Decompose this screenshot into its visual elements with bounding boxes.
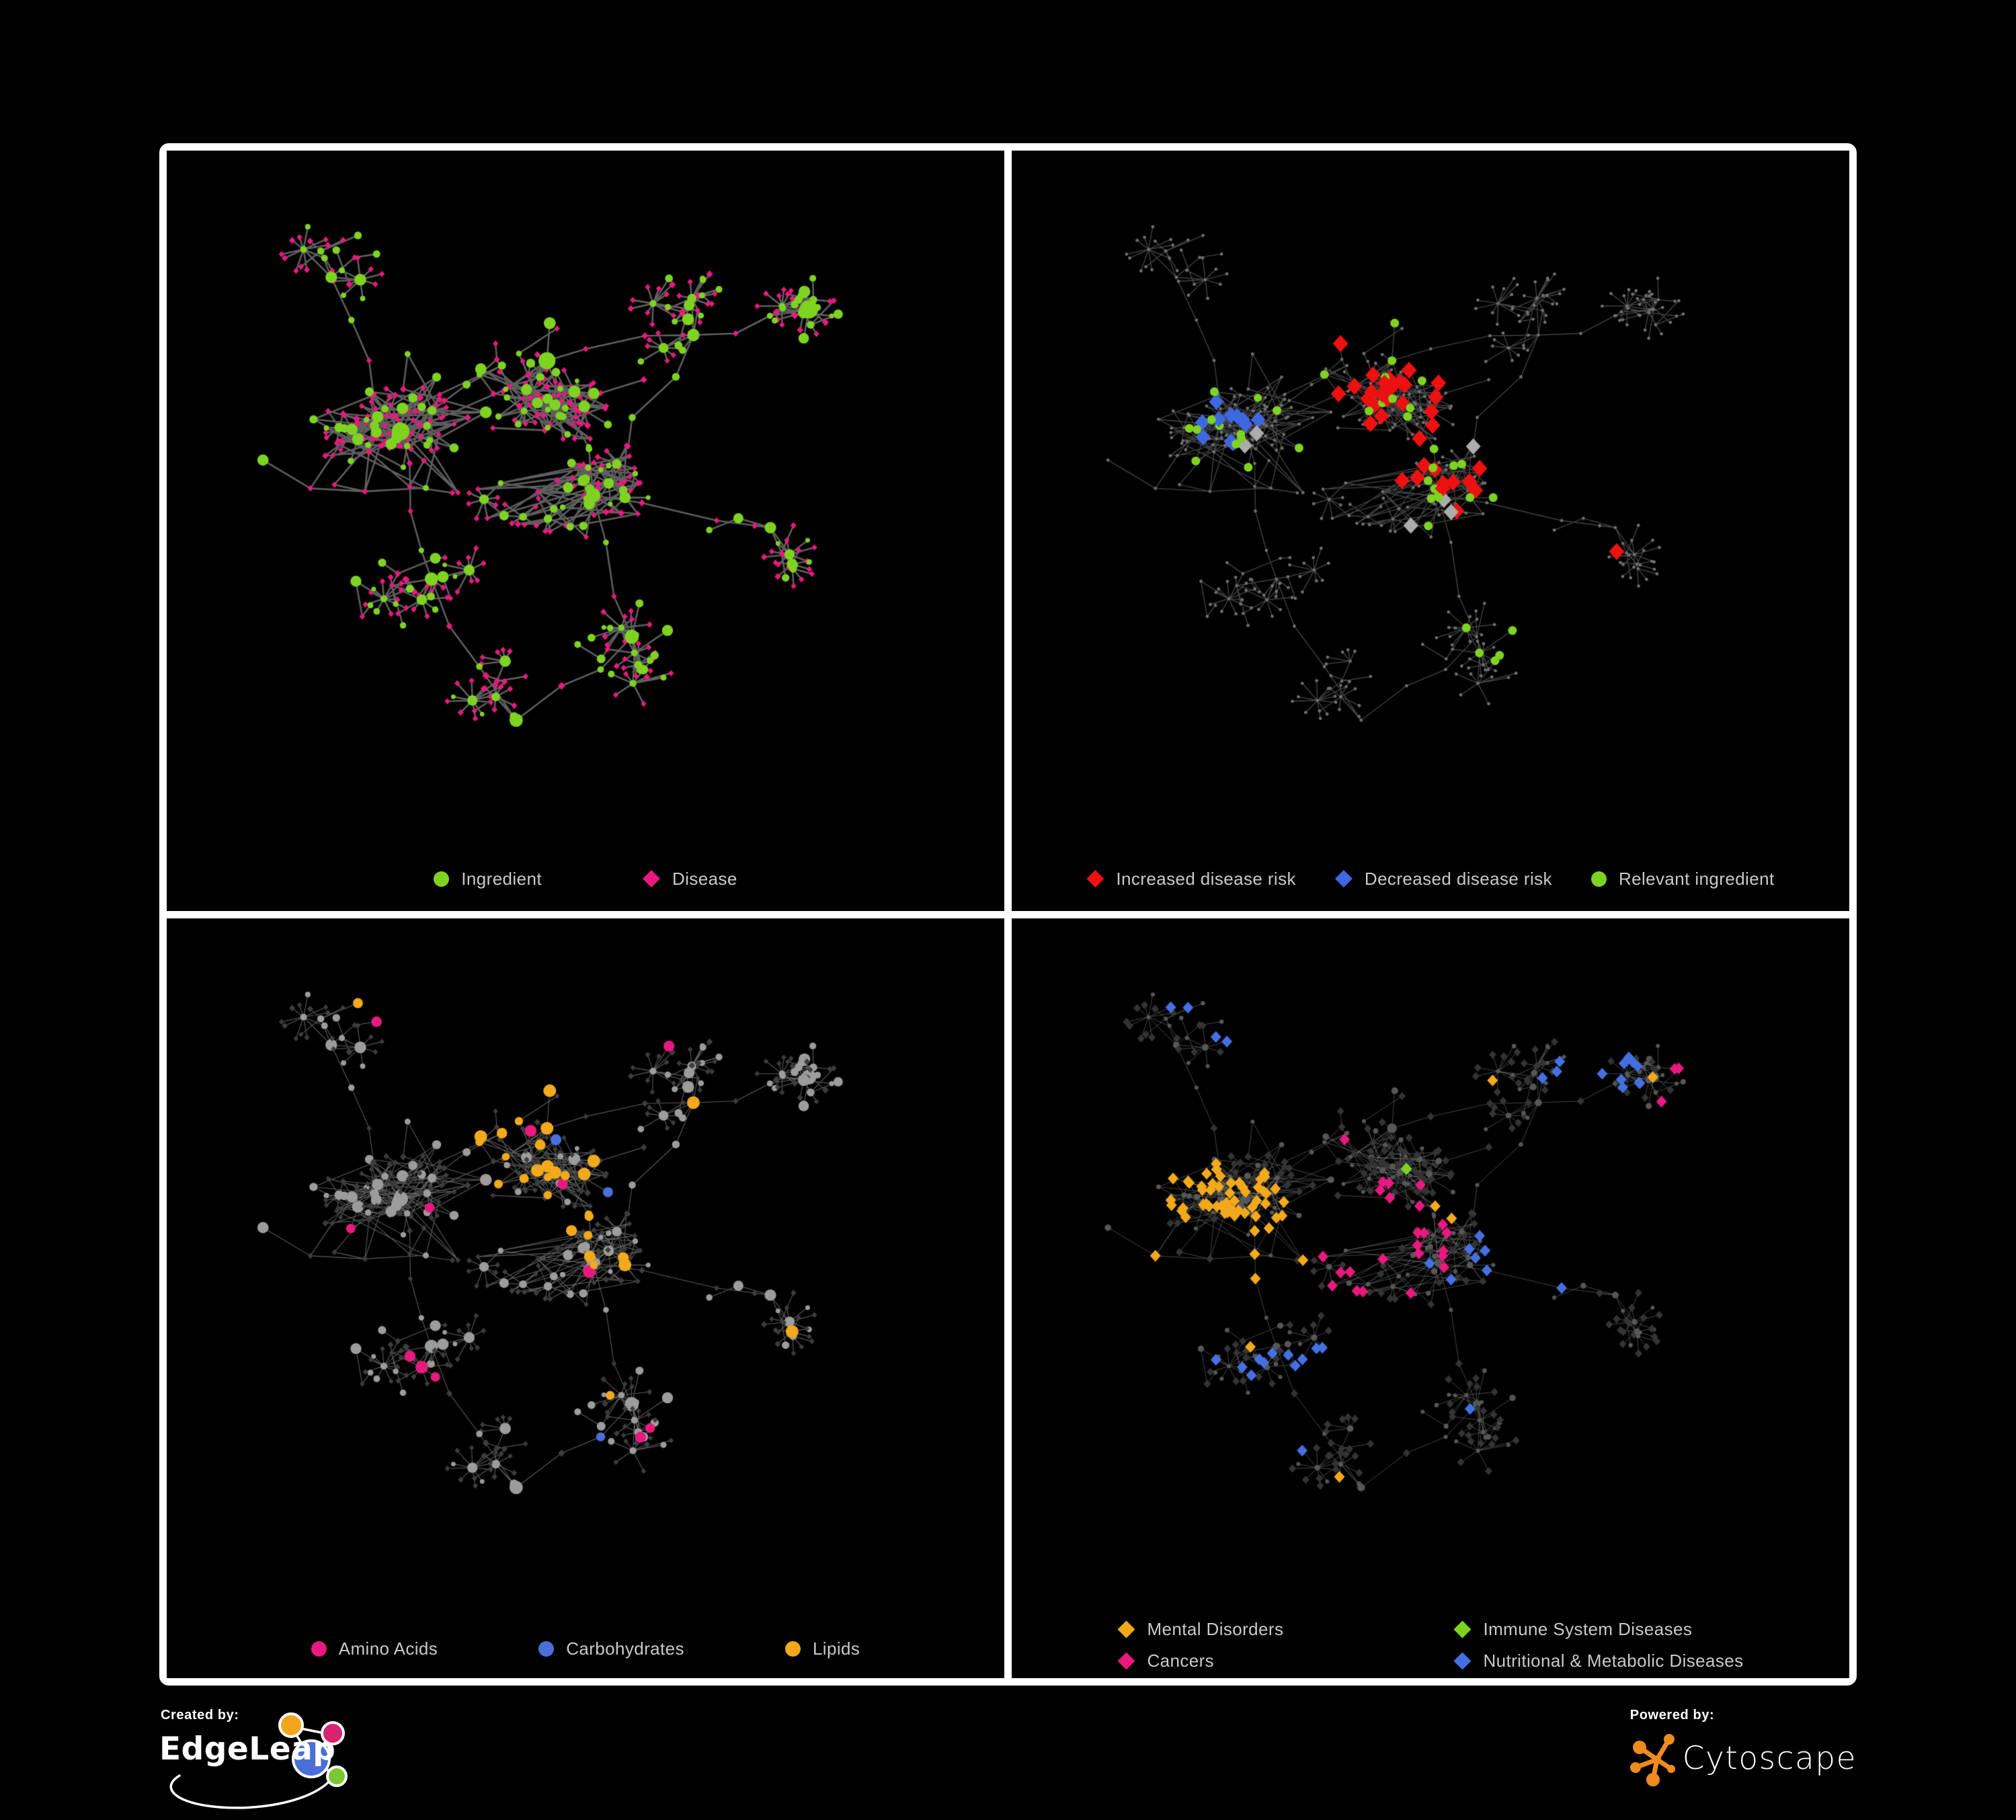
edgeleap-logo-icon <box>169 1712 348 1809</box>
cytoscape-logo-text: Cytoscape <box>1682 1739 1857 1777</box>
legend-item-nutritional-metabolic-diseases: Nutritional & Metabolic Diseases <box>1453 1651 1743 1671</box>
legend-label: Lipids <box>812 1638 860 1659</box>
legend-disease-classes: Mental Disorders Immune System Diseases Ca… <box>1012 1619 1849 1671</box>
legend-label: Nutritional & Metabolic Diseases <box>1483 1651 1744 1671</box>
powered-by-label: Powered by: <box>1629 1708 1715 1723</box>
legend-label: Relevant ingredient <box>1618 868 1775 889</box>
legend-label: Amino Acids <box>338 1638 438 1659</box>
legend-label: Increased disease risk <box>1116 868 1296 889</box>
cytoscape-credit: Powered by: <box>1629 1704 1857 1786</box>
footer: Created by: EdgeLeap Powered by: <box>159 1704 1857 1818</box>
legend-item-decreased-disease-risk: Decreased disease risk <box>1334 868 1552 889</box>
created-by-label: Created by: <box>161 1708 239 1723</box>
legend-item-lipids: Lipids <box>784 1638 860 1659</box>
diamond-marker <box>1453 1652 1471 1670</box>
network-grid-frame: Ingredient Disease Increased disease risk… <box>159 143 1857 1686</box>
legend-item-mental-disorders: Mental Disorders <box>1117 1619 1406 1640</box>
legend-label: Mental Disorders <box>1147 1619 1284 1639</box>
diamond-marker <box>1086 870 1104 887</box>
circle-marker <box>311 1641 327 1657</box>
legend-label: Disease <box>672 868 737 889</box>
legend-item-cancers: Cancers <box>1117 1651 1406 1671</box>
legend-item-ingredient: Ingredient <box>434 869 542 889</box>
circle-marker <box>538 1641 555 1657</box>
legend-disease-risk: Increased disease risk Decreased disease … <box>1012 869 1849 889</box>
panel-disease-risk: Increased disease risk Decreased disease … <box>1012 151 1849 911</box>
panel-ingredient-disease: Ingredient Disease <box>167 151 1004 911</box>
legend-nutrient-classes: Amino Acids Carbohydrates Lipids <box>167 1638 1004 1659</box>
legend-item-amino-acids: Amino Acids <box>311 1638 438 1659</box>
legend-label: Carbohydrates <box>566 1638 684 1659</box>
legend-item-relevant-ingredient: Relevant ingredient <box>1590 868 1775 889</box>
legend-label: Ingredient <box>461 868 542 889</box>
diamond-marker <box>1334 870 1353 887</box>
legend-ingredient-disease: Ingredient Disease <box>167 869 1004 889</box>
edgeleap-credit: Created by: EdgeLeap <box>159 1704 475 1817</box>
cytoscape-logo-icon <box>1629 1734 1675 1786</box>
edgeleap-logo-text: EdgeLeap <box>159 1731 336 1768</box>
legend-label: Decreased disease risk <box>1364 868 1552 889</box>
legend-item-carbohydrates: Carbohydrates <box>538 1638 684 1659</box>
network-canvas-disease-classes <box>1012 918 1849 1678</box>
diamond-marker <box>1117 1620 1135 1638</box>
circle-marker <box>1590 871 1607 887</box>
network-canvas-disease-risk <box>1012 151 1849 911</box>
circle-marker <box>784 1641 801 1657</box>
panel-nutrient-classes: Amino Acids Carbohydrates Lipids <box>167 918 1004 1678</box>
diamond-marker <box>642 870 660 887</box>
legend-item-increased-disease-risk: Increased disease risk <box>1086 869 1295 889</box>
diamond-marker <box>1117 1652 1135 1670</box>
circle-marker <box>434 871 450 887</box>
network-canvas-ingredient-disease <box>167 151 1004 911</box>
legend-item-disease: Disease <box>642 868 737 889</box>
panel-disease-classes: Mental Disorders Immune System Diseases Ca… <box>1012 918 1849 1678</box>
network-canvas-nutrient-classes <box>167 918 1004 1678</box>
legend-label: Immune System Diseases <box>1483 1619 1693 1639</box>
legend-label: Cancers <box>1147 1651 1215 1671</box>
legend-item-immune-system-diseases: Immune System Diseases <box>1453 1619 1743 1640</box>
diamond-marker <box>1453 1620 1471 1638</box>
